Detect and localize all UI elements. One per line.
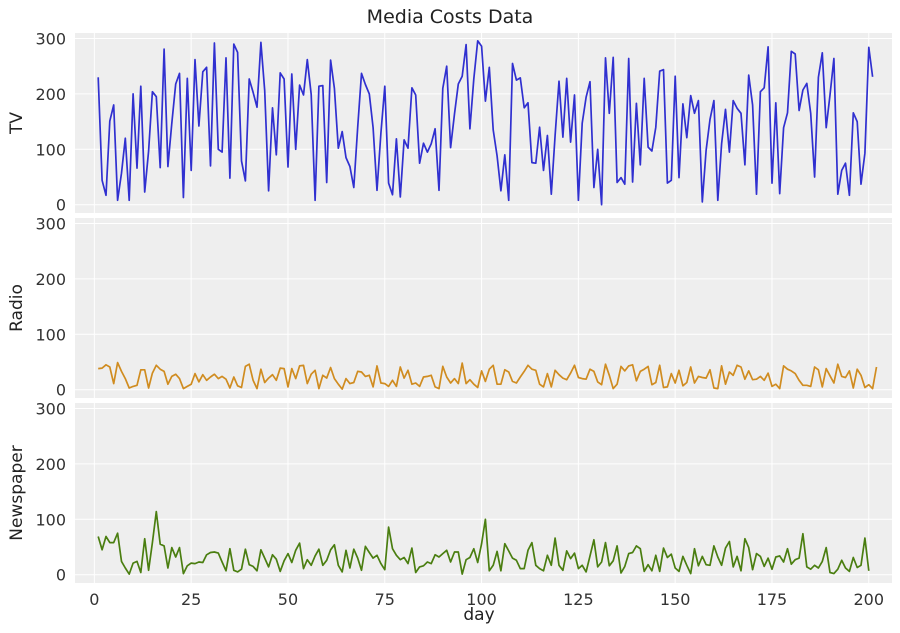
- y-tick-label: 0: [56, 566, 66, 585]
- x-tick-label: 200: [853, 590, 884, 609]
- y-tick-label: 200: [35, 455, 66, 474]
- x-tick-label: 125: [563, 590, 594, 609]
- panel-newspaper: 0 100 200 300 Newspaper: [7, 400, 892, 585]
- y-tick-label: 100: [35, 325, 66, 344]
- x-tick-label: 150: [660, 590, 691, 609]
- y-tick-label: 300: [35, 215, 66, 234]
- y-tick-label: 300: [35, 30, 66, 49]
- x-tick-label: 75: [375, 590, 395, 609]
- panel-radio: 0 100 200 300 Radio: [7, 215, 892, 400]
- series-line-tv: [97, 39, 874, 206]
- y-tick-label: 100: [35, 140, 66, 159]
- x-tick-label: 25: [181, 590, 201, 609]
- panels-group: 0 100 200 300 TV 0 100 200 300 Radio 0 100 200 300 New…: [7, 30, 892, 585]
- x-tick-label: 100: [466, 590, 497, 609]
- series-line-newspaper: [97, 510, 870, 575]
- y-tick-label: 200: [35, 85, 66, 104]
- y-tick-label: 100: [35, 510, 66, 529]
- panel-background: [75, 403, 892, 583]
- x-tick-label: 50: [278, 590, 298, 609]
- y-tick-label: 0: [56, 381, 66, 400]
- y-tick-label: 200: [35, 270, 66, 289]
- x-tick-label: 175: [757, 590, 788, 609]
- y-axis-label-tv: TV: [7, 112, 27, 135]
- x-tick-label: 0: [89, 590, 99, 609]
- y-tick-label: 300: [35, 400, 66, 419]
- x-axis: 0 25 50 75 100 125 150 175 200: [89, 590, 884, 609]
- y-axis-label-radio: Radio: [7, 284, 27, 332]
- panel-tv: 0 100 200 300 TV: [7, 30, 892, 215]
- panel-background: [75, 218, 892, 398]
- series-line-radio: [98, 361, 878, 390]
- x-axis-label: day: [463, 605, 494, 625]
- y-axis-label-newspaper: Newspaper: [7, 445, 27, 540]
- y-tick-label: 0: [56, 196, 66, 215]
- chart-title: Media Costs Data: [367, 6, 534, 28]
